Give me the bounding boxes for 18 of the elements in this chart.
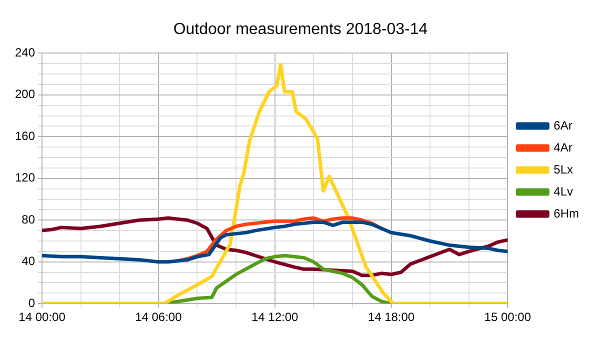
- x-tick-label: 14 06:00: [135, 310, 182, 324]
- y-tick-label: 80: [22, 212, 36, 226]
- legend-label: 6Hm: [554, 206, 580, 220]
- legend-label: 4Lv: [554, 184, 574, 198]
- y-tick-label: 40: [22, 254, 36, 268]
- x-tick-label: 15 00:00: [484, 310, 532, 324]
- legend-label: 6Ar: [554, 118, 572, 132]
- legend-label: 4Ar: [554, 140, 572, 154]
- y-tick-label: 200: [14, 87, 36, 102]
- chart-title: Outdoor measurements 2018-03-14: [173, 21, 428, 38]
- y-tick-label: 120: [14, 170, 36, 185]
- y-tick-label: 160: [14, 128, 36, 143]
- x-tick-label: 14 18:00: [368, 310, 415, 324]
- y-tick-label: 0: [28, 296, 36, 310]
- y-tick-label: 240: [14, 46, 36, 60]
- x-tick-label: 14 00:00: [18, 310, 66, 324]
- x-tick-label: 14 12:00: [251, 310, 299, 324]
- legend-label: 5Lx: [554, 162, 574, 176]
